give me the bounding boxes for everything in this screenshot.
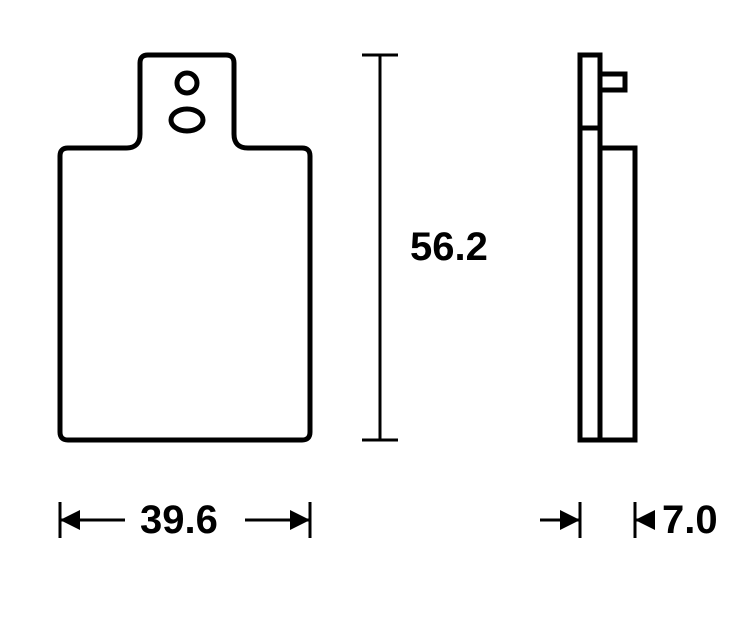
arrow-left-icon: [635, 510, 655, 530]
dim-thickness-label: 7.0: [662, 498, 718, 543]
drawing-canvas: 56.2 39.6 7.0: [0, 0, 749, 617]
arrow-right-icon: [560, 510, 580, 530]
dim-thickness: [0, 0, 749, 617]
